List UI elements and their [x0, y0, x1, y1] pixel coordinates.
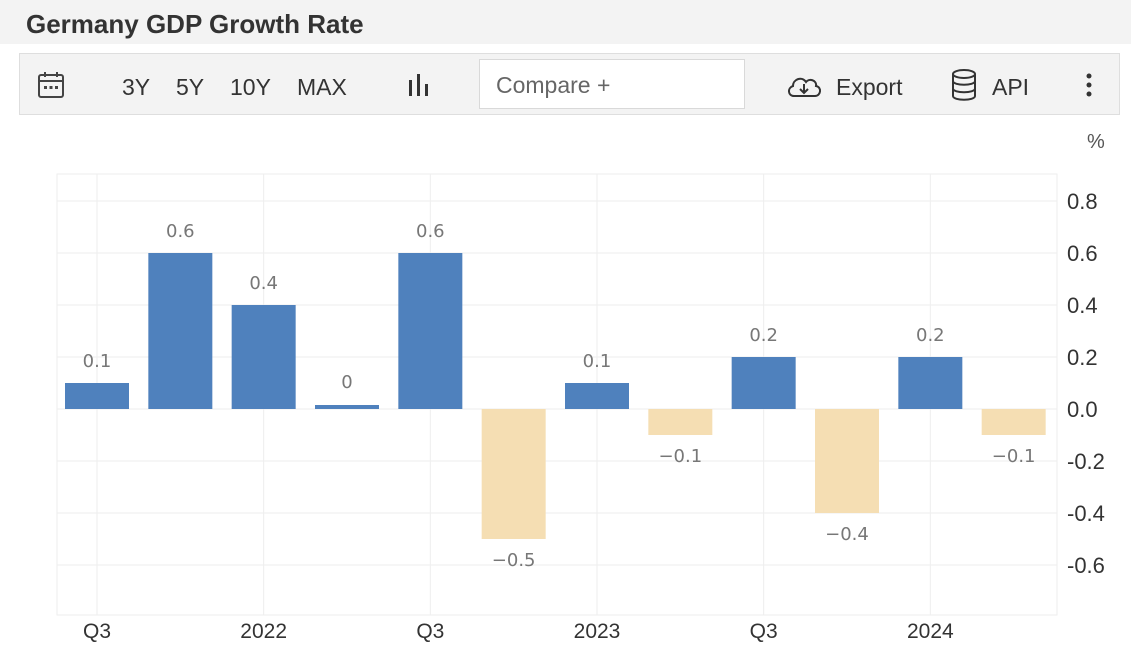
bar: [565, 383, 629, 409]
api-button[interactable]: API: [992, 74, 1030, 100]
chart-toolbar: 3Y 5Y 10Y MAX Compare + Export API: [19, 53, 1120, 115]
bar-value-label: −0.1: [658, 446, 702, 467]
x-tick-label: 2022: [240, 620, 287, 643]
bar-value-label: −0.1: [992, 446, 1036, 467]
compare-input[interactable]: Compare +: [479, 59, 745, 109]
bar-value-label: 0.2: [916, 325, 945, 346]
y-tick-label: 0.4: [1067, 293, 1098, 318]
x-tick-label: Q3: [750, 620, 778, 643]
database-icon[interactable]: [950, 68, 978, 102]
range-max-button[interactable]: MAX: [297, 74, 347, 100]
range-5y-button[interactable]: 5Y: [176, 74, 205, 100]
unit-label: %: [1087, 131, 1105, 153]
bar-value-label: −0.4: [825, 524, 869, 545]
y-tick-label: -0.4: [1067, 501, 1105, 526]
bar-value-label: 0.1: [83, 351, 112, 372]
bar-value-label: 0.2: [749, 325, 778, 346]
y-tick-label: -0.2: [1067, 449, 1105, 474]
x-tick-label: Q3: [416, 620, 444, 643]
bar: [231, 305, 296, 409]
bar: [148, 253, 213, 409]
cloud-download-icon[interactable]: [785, 71, 823, 101]
y-tick-label: 0.8: [1067, 189, 1098, 214]
bar: [481, 409, 546, 539]
y-tick-label: 0.6: [1067, 241, 1098, 266]
x-tick-label: 2024: [907, 620, 954, 643]
x-tick-label: Q3: [83, 620, 111, 643]
bar-value-label: −0.5: [492, 550, 536, 571]
page-title: Germany GDP Growth Rate: [26, 9, 364, 39]
range-3y-button[interactable]: 3Y: [122, 74, 151, 100]
bar: [898, 357, 963, 409]
bar-value-label: 0.6: [166, 221, 195, 242]
export-button[interactable]: Export: [836, 74, 903, 100]
x-tick-label: 2023: [574, 620, 621, 643]
bar-value-label: 0.4: [249, 273, 278, 294]
calendar-icon[interactable]: [36, 70, 66, 100]
y-tick-label: 0.2: [1067, 345, 1098, 370]
bar-value-label: 0: [341, 372, 352, 393]
bar: [731, 357, 796, 409]
bar: [815, 409, 879, 513]
bar: [65, 383, 129, 409]
y-tick-label: 0.0: [1067, 397, 1098, 422]
bar-chart-icon[interactable]: [406, 72, 432, 98]
y-tick-label: -0.6: [1067, 553, 1105, 578]
bar: [315, 405, 379, 409]
bar: [981, 409, 1046, 435]
more-vertical-icon[interactable]: [1084, 72, 1094, 98]
plot-frame: [56, 173, 1058, 616]
bar: [398, 253, 463, 409]
bar: [648, 409, 713, 435]
range-10y-button[interactable]: 10Y: [230, 74, 271, 100]
gdp-growth-bar-chart: 0.8 0.6 0.4 0.2 0.0 -0.2 -0.4 -0.6 Q3 2022 Q3 2023 Q…: [56, 173, 1105, 643]
title-bar: Germany GDP Growth Rate: [0, 0, 1131, 44]
bar-value-label: 0.6: [416, 221, 445, 242]
bar-value-label: 0.1: [583, 351, 612, 372]
